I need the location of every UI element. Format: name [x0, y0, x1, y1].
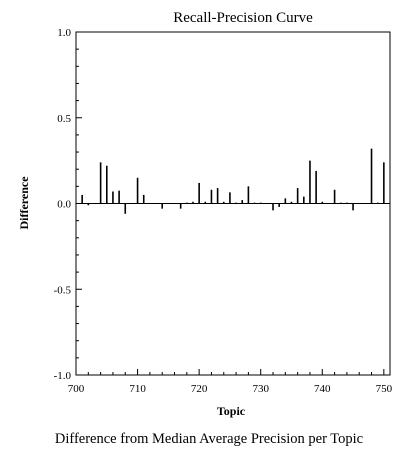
x-tick-label: 700 [68, 383, 85, 395]
y-tick-label: -0.5 [54, 284, 72, 296]
x-tick-label: 740 [314, 383, 331, 395]
y-tick-label: 0.5 [57, 113, 71, 125]
y-tick-label: 1.0 [57, 27, 71, 39]
x-axis-label: Topic [217, 404, 246, 418]
bars [81, 148, 385, 214]
x-axis: 700 710 720 730 740 750 [68, 369, 393, 395]
y-tick-label: -1.0 [54, 370, 72, 382]
y-tick-label: 0.0 [57, 199, 71, 211]
chart-title: Recall-Precision Curve [173, 10, 313, 26]
x-tick-label: 710 [129, 383, 146, 395]
y-axis-label: Difference [17, 176, 31, 230]
x-tick-label: 720 [191, 383, 208, 395]
x-tick-label: 750 [376, 383, 393, 395]
chart-caption: Difference from Median Average Precision… [54, 431, 364, 447]
x-tick-label: 730 [252, 383, 269, 395]
y-axis: 1.0 0.5 0.0 -0.5 -1.0 [54, 27, 82, 382]
